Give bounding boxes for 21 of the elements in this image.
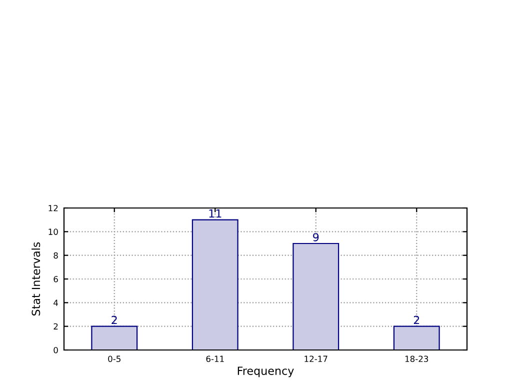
bar — [192, 219, 238, 350]
x-axis-title: Frequency — [238, 366, 294, 378]
y-tick-label: 12 — [48, 204, 58, 212]
bar — [393, 326, 440, 350]
data-label: 9 — [313, 232, 319, 242]
y-tick-label: 2 — [54, 323, 58, 330]
y-axis-title: Stat Intervals — [32, 242, 40, 316]
data-label: 2 — [414, 316, 420, 324]
y-tick-label: 4 — [54, 300, 58, 306]
x-tick-label: 18-23 — [405, 356, 428, 362]
y-tick-label: 8 — [54, 252, 58, 259]
data-label: 11 — [209, 209, 222, 218]
y-tick-label: 6 — [54, 276, 58, 282]
bar — [91, 326, 138, 350]
x-tick-label: 0-5 — [108, 356, 120, 362]
x-tick-label: 12-17 — [304, 356, 328, 362]
y-tick-label: 10 — [48, 228, 58, 235]
bar — [292, 242, 340, 350]
y-tick-label: 0 — [54, 346, 58, 354]
data-label: 2 — [112, 316, 117, 324]
x-tick-label: 6-11 — [206, 356, 224, 362]
